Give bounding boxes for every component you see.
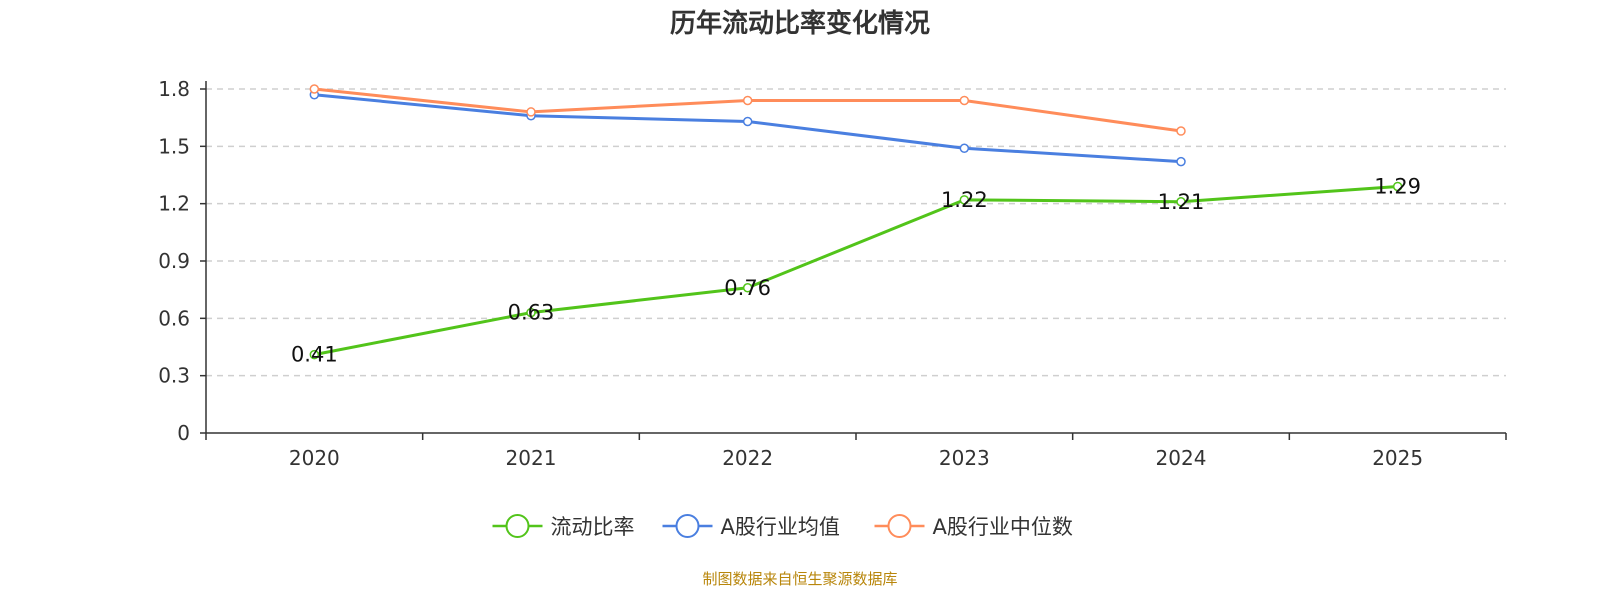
data-label: 1.21 xyxy=(1158,190,1205,214)
legend-label: A股行业均值 xyxy=(721,515,840,539)
chart-title: 历年流动比率变化情况 xyxy=(670,8,930,39)
data-point[interactable] xyxy=(309,349,320,360)
legend-label: A股行业中位数 xyxy=(933,515,1073,539)
data-point[interactable] xyxy=(526,107,536,117)
gridlines xyxy=(206,88,1506,377)
data-point[interactable] xyxy=(959,195,970,205)
data-label: 1.22 xyxy=(941,188,988,212)
x-tick-label: 2024 xyxy=(1156,446,1207,470)
data-label: 0.63 xyxy=(508,301,555,325)
series-0 xyxy=(309,181,1403,360)
data-point[interactable] xyxy=(1392,181,1403,192)
x-axis xyxy=(205,81,1507,440)
y-tick-label: 0.3 xyxy=(158,364,190,388)
data-point[interactable] xyxy=(1176,197,1186,207)
data-labels: 0.41 0.63 0.76 1.22 1.21 1.29 xyxy=(291,174,1421,366)
data-label: 1.29 xyxy=(1374,174,1421,198)
y-tick-label: 0.9 xyxy=(158,249,190,273)
data-point[interactable] xyxy=(959,95,970,106)
legend-marker-icon xyxy=(887,514,912,538)
y-tick-label: 0.6 xyxy=(158,306,190,330)
data-point[interactable] xyxy=(742,283,753,293)
legend-label: 流动比率 xyxy=(551,515,635,539)
legend-item[interactable]: 流动比率 xyxy=(492,514,635,539)
y-tick-label: 1.5 xyxy=(158,134,190,158)
series-layer xyxy=(309,84,1403,360)
legend[interactable]: 流动比率 A股行业均值 A股行业中位数 xyxy=(492,514,1073,539)
legend-item[interactable]: A股行业均值 xyxy=(662,514,840,539)
data-label: 0.76 xyxy=(724,276,771,300)
data-point[interactable] xyxy=(1176,156,1186,167)
y-axis-ticks: 0 0.3 0.6 0.9 1.2 1.5 1.8 xyxy=(158,77,206,445)
legend-marker-icon xyxy=(675,514,700,538)
y-tick-label: 0 xyxy=(177,421,190,445)
series-line xyxy=(314,184,1398,357)
data-point[interactable] xyxy=(526,307,536,318)
x-axis-ticks: 2020 2021 2022 2023 2024 2025 xyxy=(289,446,1423,470)
x-tick-label: 2022 xyxy=(722,446,773,470)
legend-item[interactable]: A股行业中位数 xyxy=(874,514,1073,539)
data-label: 0.41 xyxy=(291,343,338,367)
source-note: 制图数据来自恒生聚源数据库 xyxy=(702,570,897,588)
data-point[interactable] xyxy=(309,84,320,94)
y-tick-label: 1.2 xyxy=(158,192,190,216)
x-tick-label: 2021 xyxy=(506,446,557,470)
x-tick-label: 2025 xyxy=(1372,446,1423,470)
data-point[interactable] xyxy=(742,95,753,106)
x-tick-label: 2020 xyxy=(289,446,340,470)
y-tick-label: 1.8 xyxy=(158,77,190,101)
series-2 xyxy=(309,84,1186,136)
data-point[interactable] xyxy=(1176,126,1186,136)
data-point[interactable] xyxy=(959,143,970,153)
legend-marker-icon xyxy=(505,514,530,538)
x-tick-label: 2023 xyxy=(939,446,990,470)
data-point[interactable] xyxy=(742,116,753,127)
